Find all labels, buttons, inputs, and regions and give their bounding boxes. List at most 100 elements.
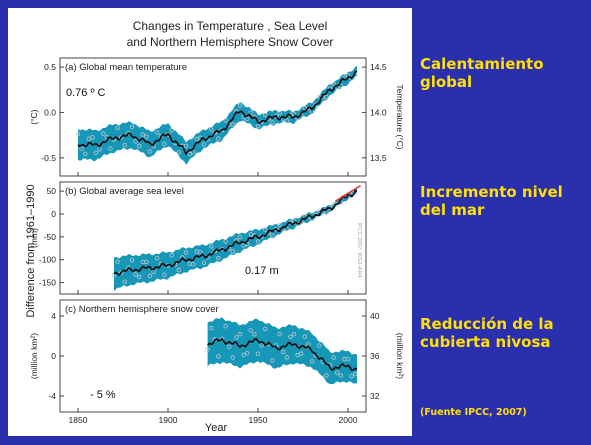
data-point: [263, 227, 268, 232]
y-tick-label: 0: [51, 351, 56, 361]
data-point: [129, 124, 135, 130]
data-point: [270, 358, 275, 363]
data-point: [90, 135, 95, 140]
data-point: [100, 131, 106, 136]
data-point: [162, 272, 167, 277]
data-point: [259, 343, 264, 348]
side-label-sea-level-line2: del mar: [420, 201, 485, 219]
trend-line: [335, 185, 361, 202]
data-point: [133, 272, 138, 277]
data-point: [140, 132, 145, 137]
data-point: [353, 371, 358, 377]
data-point: [317, 343, 322, 348]
data-point: [291, 111, 297, 117]
side-label-snow-cover-line1: Reducción de la: [420, 315, 554, 333]
data-point: [324, 94, 329, 100]
panel-title: (b) Global average sea level: [65, 186, 184, 197]
data-point: [216, 136, 221, 141]
source-note: (Fuente IPCC, 2007): [420, 407, 527, 418]
data-point: [176, 267, 181, 273]
data-point: [93, 150, 99, 155]
y-tick-label: -100: [39, 255, 56, 265]
change-annotation: 0.76 º C: [66, 87, 106, 99]
y-axis-unit-label: (mm): [29, 228, 39, 248]
data-point: [338, 373, 343, 378]
y2-tick-label: 32: [370, 391, 380, 401]
data-point: [255, 239, 261, 244]
data-point: [234, 335, 239, 340]
panel-sea-level: 50 0 -50 -100 -150 (b) Global average sea lev…: [29, 181, 367, 295]
data-point: [299, 351, 304, 356]
data-point: [244, 351, 250, 356]
data-point: [263, 326, 268, 332]
data-point: [118, 135, 124, 140]
data-point: [208, 127, 214, 132]
data-point: [270, 233, 275, 238]
data-point: [277, 110, 282, 116]
data-point: [302, 334, 307, 339]
data-point: [75, 131, 81, 137]
data-point: [295, 352, 300, 358]
side-label-sea-level-line1: Incremento nivel: [420, 183, 563, 201]
data-point: [187, 151, 192, 157]
y-tick-label: -4: [48, 391, 56, 401]
data-point: [129, 258, 135, 263]
data-point: [201, 260, 207, 265]
data-point: [284, 226, 289, 232]
data-point: [331, 355, 336, 360]
y-tick-label: 0.0: [44, 107, 56, 117]
data-point: [190, 149, 196, 155]
data-point: [277, 331, 282, 337]
data-point: [147, 149, 153, 154]
data-point: [263, 112, 268, 118]
data-point: [255, 351, 261, 356]
data-point: [223, 324, 228, 329]
data-point: [291, 332, 297, 337]
data-point: [248, 328, 253, 333]
data-point: [349, 76, 354, 81]
data-point: [324, 373, 329, 378]
data-point: [349, 374, 354, 379]
y2-axis-label: (million km²): [395, 333, 405, 379]
data-point: [219, 336, 225, 342]
data-point: [270, 120, 275, 125]
y2-tick-label: 36: [370, 351, 380, 361]
y2-tick-label: 40: [370, 311, 380, 321]
data-point: [331, 81, 336, 87]
data-point: [237, 331, 243, 337]
data-point: [190, 262, 196, 267]
data-point: [144, 259, 149, 265]
data-point: [281, 349, 286, 355]
data-point: [79, 146, 84, 151]
data-point: [216, 354, 221, 359]
x-tick-label: 1950: [249, 415, 268, 425]
side-label-warming-line1: Calentamiento: [420, 55, 544, 73]
side-label-snow-cover-line2: cubierta nivosa: [420, 333, 551, 351]
data-point: [241, 243, 246, 248]
data-point: [205, 347, 210, 352]
data-point: [237, 103, 243, 108]
y2-axis-label: Temperature (°C): [395, 84, 405, 149]
data-point: [86, 136, 91, 141]
panel-temperature: -0.5 0.0 0.5 13.5 14.0 14.5 (a) Global mean te…: [29, 57, 405, 177]
data-point: [335, 370, 340, 375]
y-axis-unit-label: (million km²): [29, 333, 39, 379]
data-point: [208, 244, 214, 249]
data-point: [169, 128, 174, 133]
series-line: [77, 70, 358, 156]
climate-chart: Changes in Temperature , Sea Level and N…: [25, 19, 405, 434]
change-annotation: - 5 %: [90, 389, 116, 401]
data-point: [244, 116, 250, 121]
shared-y-axis-label: Difference from 1961–1990: [25, 184, 37, 317]
side-label-warming-line2: global: [420, 73, 473, 91]
data-point: [144, 134, 149, 139]
series-line: [113, 189, 358, 277]
y2-tick-label: 14.5: [370, 62, 387, 72]
data-point: [183, 143, 189, 148]
panel-title: (a) Global mean temperature: [65, 62, 187, 73]
y-tick-label: 50: [47, 186, 57, 196]
data-point: [136, 143, 142, 149]
y-tick-label: 0: [51, 209, 56, 219]
data-point: [309, 359, 315, 364]
